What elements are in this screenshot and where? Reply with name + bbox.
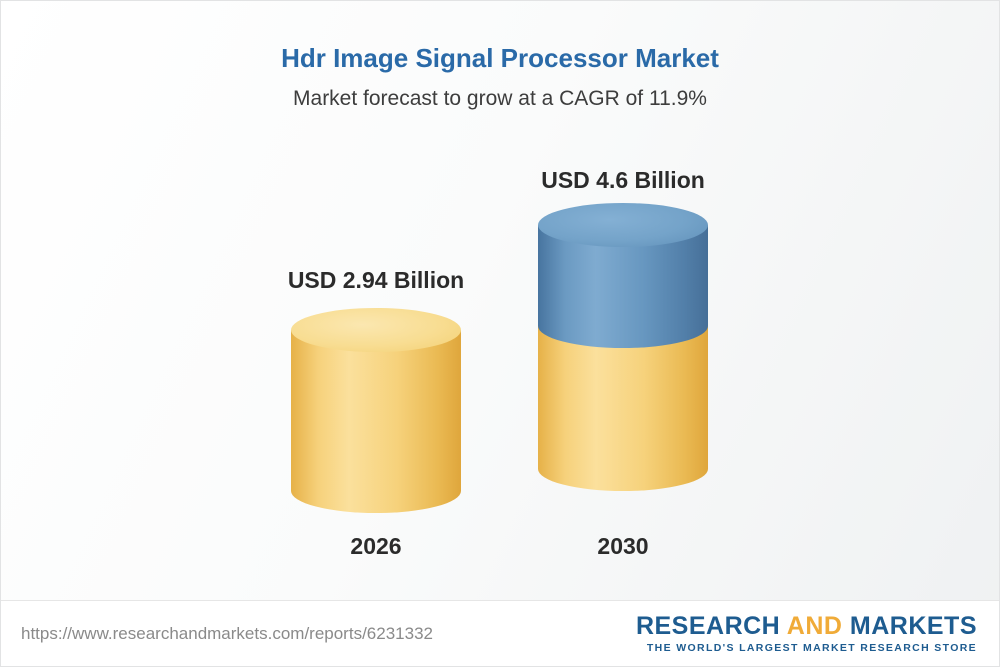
- bar-2030-cylinder: [538, 203, 708, 513]
- footer-bar: https://www.researchandmarkets.com/repor…: [1, 600, 999, 666]
- x-axis-label-2030: 2030: [597, 533, 649, 559]
- bar-2026-cylinder: [291, 308, 461, 513]
- logo-wordmark: RESEARCH AND MARKETS: [636, 613, 977, 639]
- bar-2030-top-ellipse: [538, 203, 708, 247]
- logo-tagline: THE WORLD'S LARGEST MARKET RESEARCH STOR…: [646, 641, 977, 654]
- research-and-markets-logo: RESEARCH AND MARKETS THE WORLD'S LARGEST…: [636, 613, 977, 653]
- bar-value-label-2026: USD 2.94 Billion: [287, 267, 465, 293]
- logo-word-research: RESEARCH: [635, 612, 781, 641]
- bar-2026-top-ellipse: [291, 308, 461, 352]
- report-url: https://www.researchandmarkets.com/repor…: [21, 623, 433, 643]
- bar-2026-body: [291, 330, 461, 513]
- logo-word-markets: MARKETS: [849, 612, 977, 641]
- bar-value-label-2030: USD 4.6 Billion: [541, 167, 705, 193]
- chart-title: Hdr Image Signal Processor Market: [281, 43, 719, 73]
- chart-subtitle: Market forecast to grow at a CAGR of 11.…: [293, 87, 707, 110]
- logo-word-and: AND: [786, 612, 843, 641]
- x-axis-label-2026: 2026: [350, 533, 402, 559]
